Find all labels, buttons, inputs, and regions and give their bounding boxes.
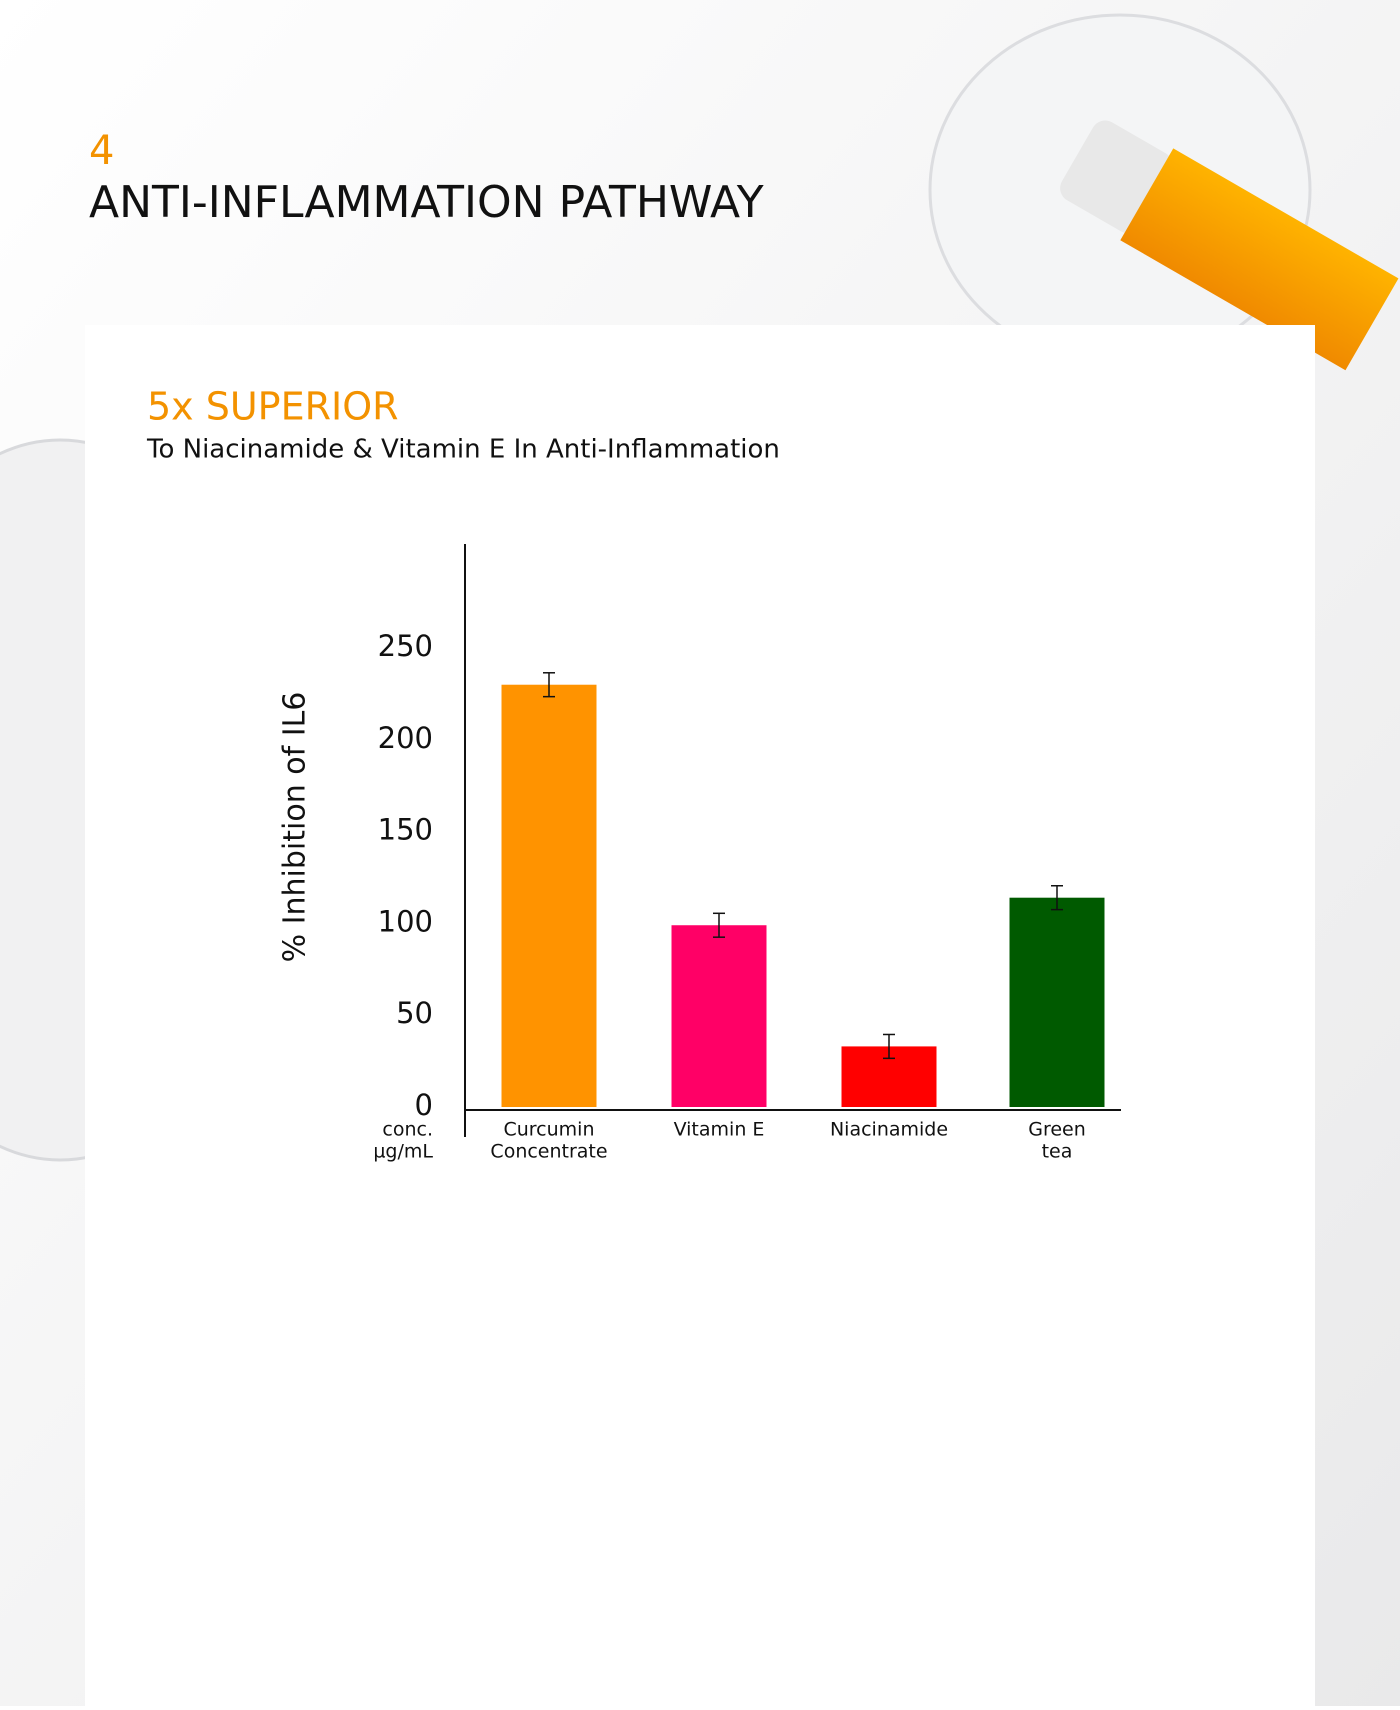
error-bar	[713, 912, 725, 938]
y-axis-label: % Inhibition of IL6	[278, 692, 313, 963]
y-tick-label: 100	[378, 904, 433, 938]
x-tick-label: Green	[1028, 1119, 1086, 1141]
bar	[671, 925, 767, 1107]
x-tick-label: Concentrate	[490, 1141, 607, 1163]
x-tick-label: Vitamin E	[674, 1119, 765, 1141]
x-tick-label: Curcumin	[503, 1119, 594, 1141]
y-tick-label: 50	[396, 996, 433, 1030]
chart-subtitle: To Niacinamide & Vitamin E In Anti-Infla…	[146, 435, 780, 465]
error-bar	[543, 672, 555, 698]
x-tick-label: tea	[1042, 1141, 1073, 1163]
x-unit-label: conc.	[382, 1119, 433, 1141]
section-title: ANTI-INFLAMMATION PATHWAY	[89, 177, 764, 228]
error-bar	[1051, 885, 1063, 911]
y-tick-label: 150	[378, 813, 433, 847]
y-tick-label: 250	[378, 629, 433, 663]
bar	[1009, 897, 1105, 1107]
bar	[501, 684, 597, 1107]
x-unit-label: µg/mL	[373, 1141, 433, 1163]
x-tick-label: Niacinamide	[830, 1119, 948, 1141]
error-bar	[883, 1033, 895, 1060]
chart-title: 5x SUPERIOR	[147, 385, 399, 429]
product	[1060, 120, 1399, 371]
section-number: 4	[89, 128, 114, 174]
y-tick-label: 200	[378, 721, 433, 755]
y-tick-label: 0	[415, 1088, 433, 1122]
